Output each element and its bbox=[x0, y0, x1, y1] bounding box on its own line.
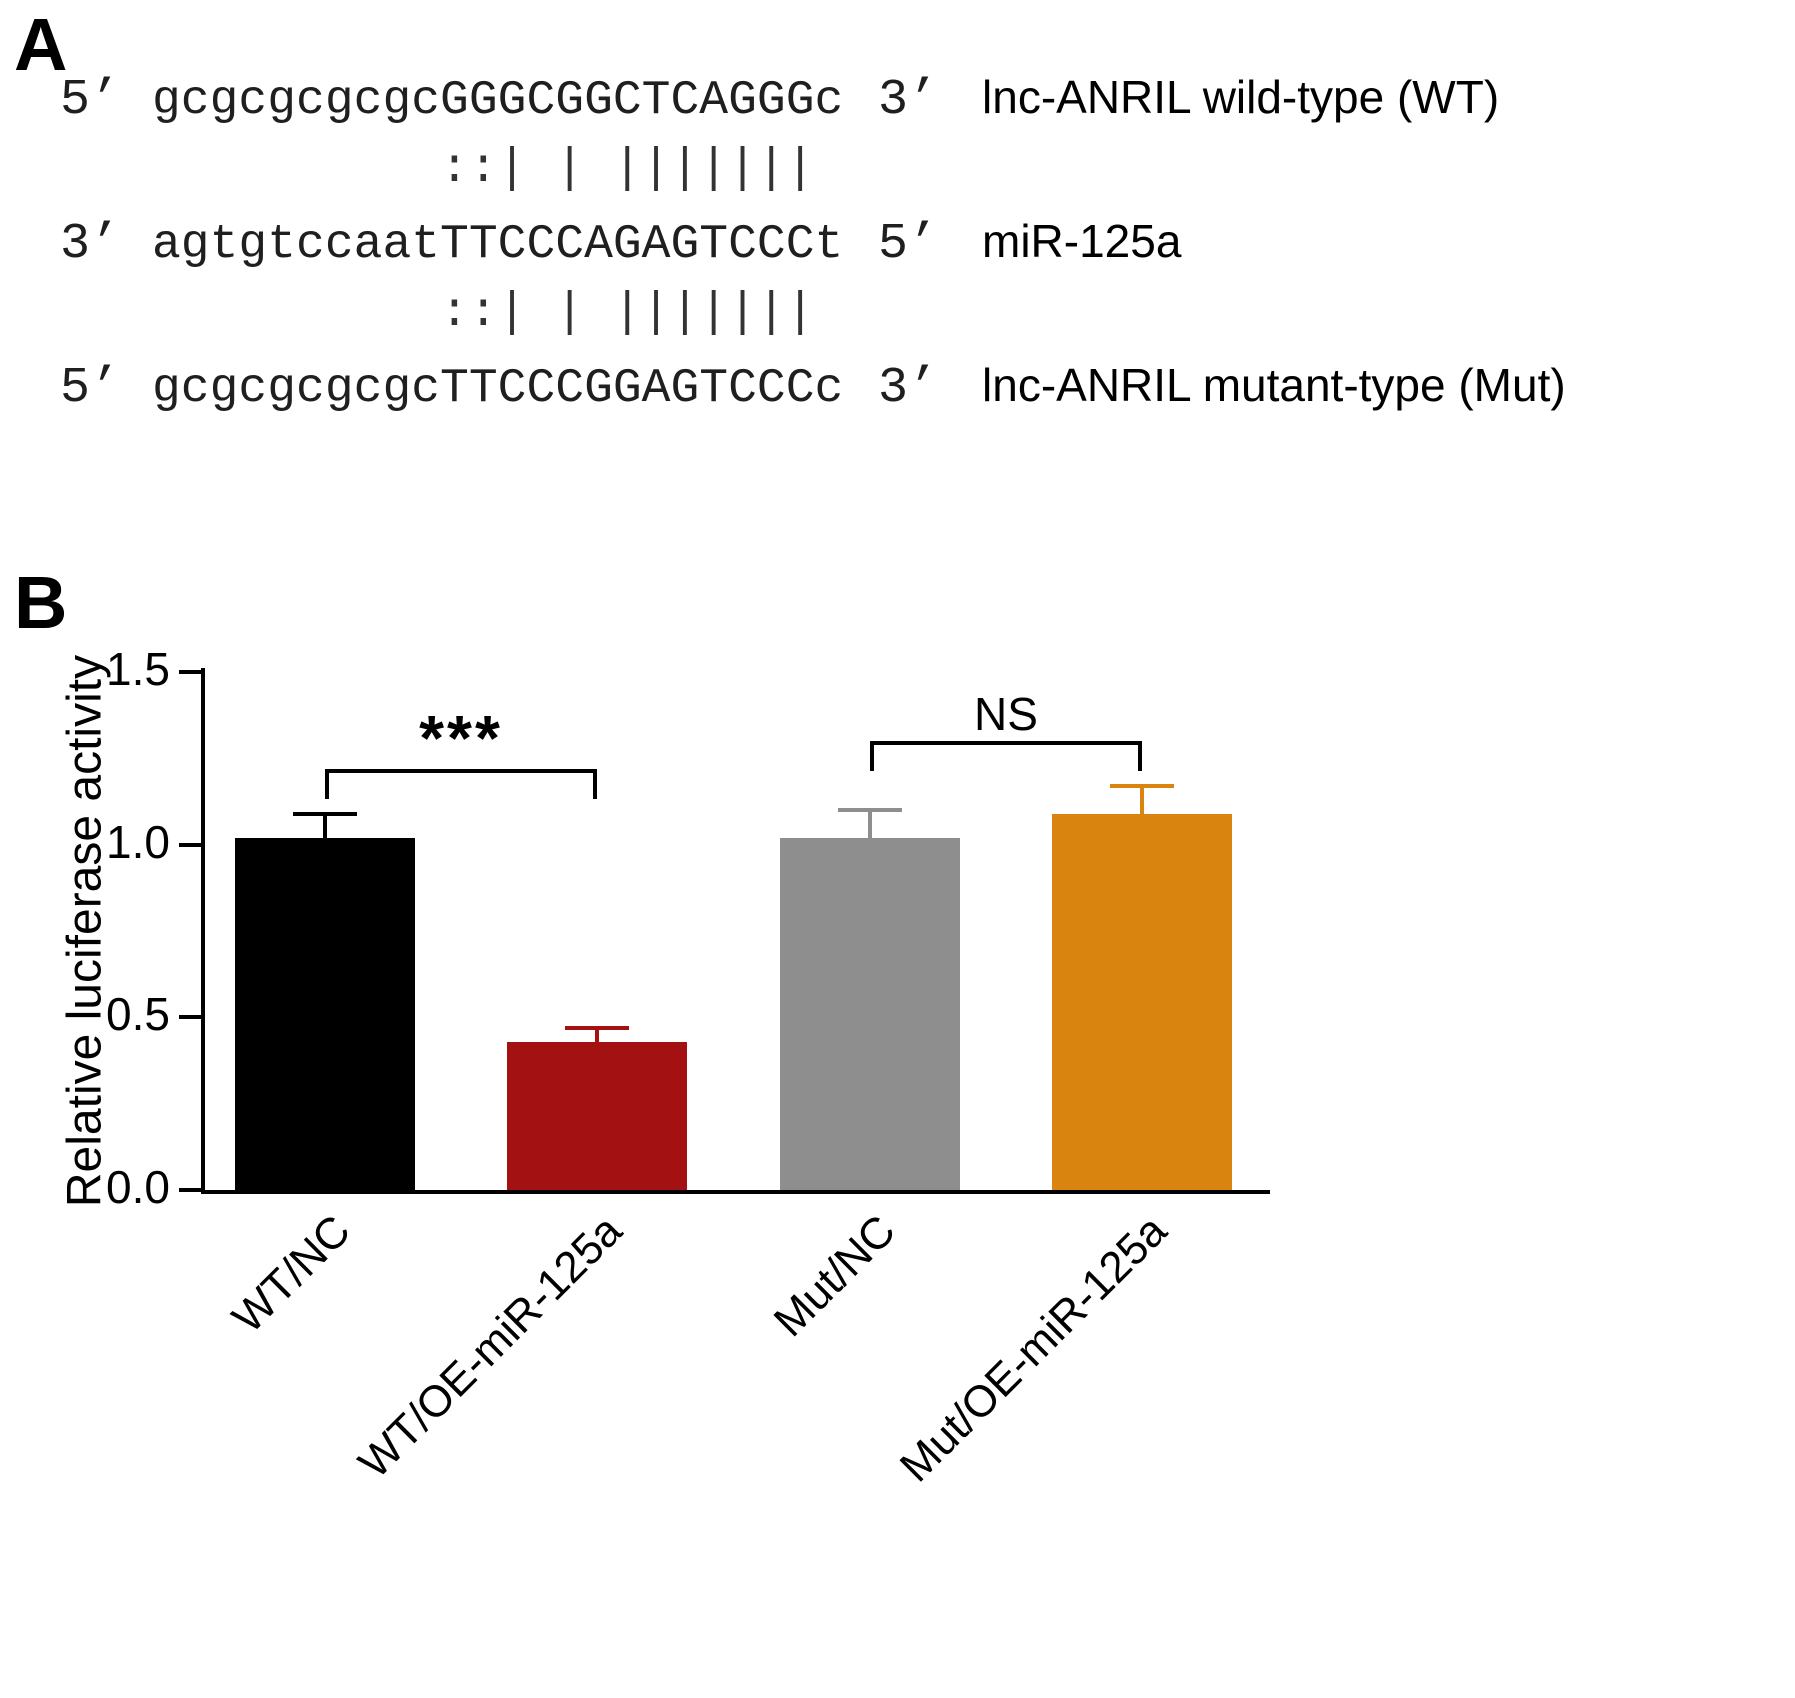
panel-a-label: A bbox=[14, 3, 68, 86]
prime-3: 3’ bbox=[878, 72, 939, 129]
bar-chart: 0.0 0.5 1.0 1.5 WT/NC WT/OE-miR-125a Mut/NC Mut… bbox=[106, 643, 1270, 1491]
y-axis-tick bbox=[179, 1015, 201, 1020]
y-tick-label: 1.0 bbox=[106, 815, 170, 868]
alignment-marks-row-bottom: ::| | ||||||| bbox=[60, 286, 1566, 358]
plot-area: 0.0 0.5 1.0 1.5 WT/NC WT/OE-miR-125a Mut/NC Mut… bbox=[106, 643, 1270, 1491]
error-bar-line bbox=[595, 1027, 599, 1042]
x-axis-line bbox=[201, 1190, 1270, 1194]
x-tick-label: WT/NC bbox=[223, 1206, 360, 1343]
x-tick-label: Mut/OE-miR-125a bbox=[891, 1206, 1177, 1492]
bar bbox=[235, 837, 415, 1190]
mir-sequence-name: miR-125a bbox=[982, 215, 1182, 267]
sequence-row-wt: 5’ gcgcgcgcgcGGGCGGCTCAGGGc 3’ lnc-ANRIL… bbox=[60, 70, 1566, 142]
x-tick-label: WT/OE-miR-125a bbox=[349, 1206, 632, 1488]
y-axis-tick bbox=[179, 842, 201, 847]
y-axis-line bbox=[201, 668, 205, 1194]
error-bar-line bbox=[1140, 785, 1144, 814]
prime-3: 3’ bbox=[878, 360, 939, 417]
bar bbox=[507, 1041, 687, 1190]
prime-5: 5’ bbox=[878, 216, 939, 273]
prime-3: 3’ bbox=[60, 216, 121, 273]
sequence-alignment: 5’ gcgcgcgcgcGGGCGGCTCAGGGc 3’ lnc-ANRIL… bbox=[60, 70, 1566, 430]
bar bbox=[780, 837, 960, 1190]
significance-bracket bbox=[870, 741, 1142, 772]
panel-b-label: B bbox=[14, 561, 68, 644]
y-tick-label: 0.5 bbox=[106, 988, 170, 1041]
error-bar-cap bbox=[565, 1025, 629, 1030]
significance-label: NS bbox=[974, 688, 1038, 741]
error-bar-cap bbox=[1110, 783, 1174, 788]
significance-bracket bbox=[325, 768, 597, 799]
significance-label: *** bbox=[419, 701, 503, 774]
sequence-row-mir: 3’ agtgtccaatTTCCCAGAGTCCCt 5’ miR-125a bbox=[60, 214, 1566, 286]
error-bar-cap bbox=[838, 808, 902, 813]
error-bar-cap bbox=[293, 811, 357, 816]
mut-sequence: gcgcgcgcgcTTCCCGGAGTCCCc bbox=[152, 362, 844, 416]
error-bar-line bbox=[323, 813, 327, 838]
y-axis-tick bbox=[179, 670, 201, 674]
error-bar-line bbox=[868, 810, 872, 838]
sequence-row-mut: 5’ gcgcgcgcgcTTCCCGGAGTCCCc 3’ lnc-ANRIL… bbox=[60, 358, 1566, 430]
wt-sequence-name: lnc-ANRIL wild-type (WT) bbox=[982, 71, 1500, 123]
mir-sequence: agtgtccaatTTCCCAGAGTCCCt bbox=[152, 218, 844, 272]
y-tick-label: 0.0 bbox=[106, 1161, 170, 1213]
mut-sequence-name: lnc-ANRIL mutant-type (Mut) bbox=[982, 359, 1566, 411]
alignment-marks-row-top: ::| | ||||||| bbox=[60, 142, 1566, 214]
prime-5: 5’ bbox=[60, 360, 121, 417]
alignment-marks-top: ::| | ||||||| bbox=[152, 142, 815, 196]
y-axis-label: Relative luciferase activity bbox=[58, 654, 112, 1208]
x-tick-label: Mut/NC bbox=[764, 1206, 905, 1347]
y-axis-tick bbox=[179, 1188, 201, 1192]
prime-5: 5’ bbox=[60, 72, 121, 129]
y-tick-label: 1.5 bbox=[106, 643, 170, 695]
bar bbox=[1052, 813, 1232, 1190]
alignment-marks-bottom: ::| | ||||||| bbox=[152, 286, 815, 340]
wt-sequence: gcgcgcgcgcGGGCGGCTCAGGGc bbox=[152, 74, 844, 128]
